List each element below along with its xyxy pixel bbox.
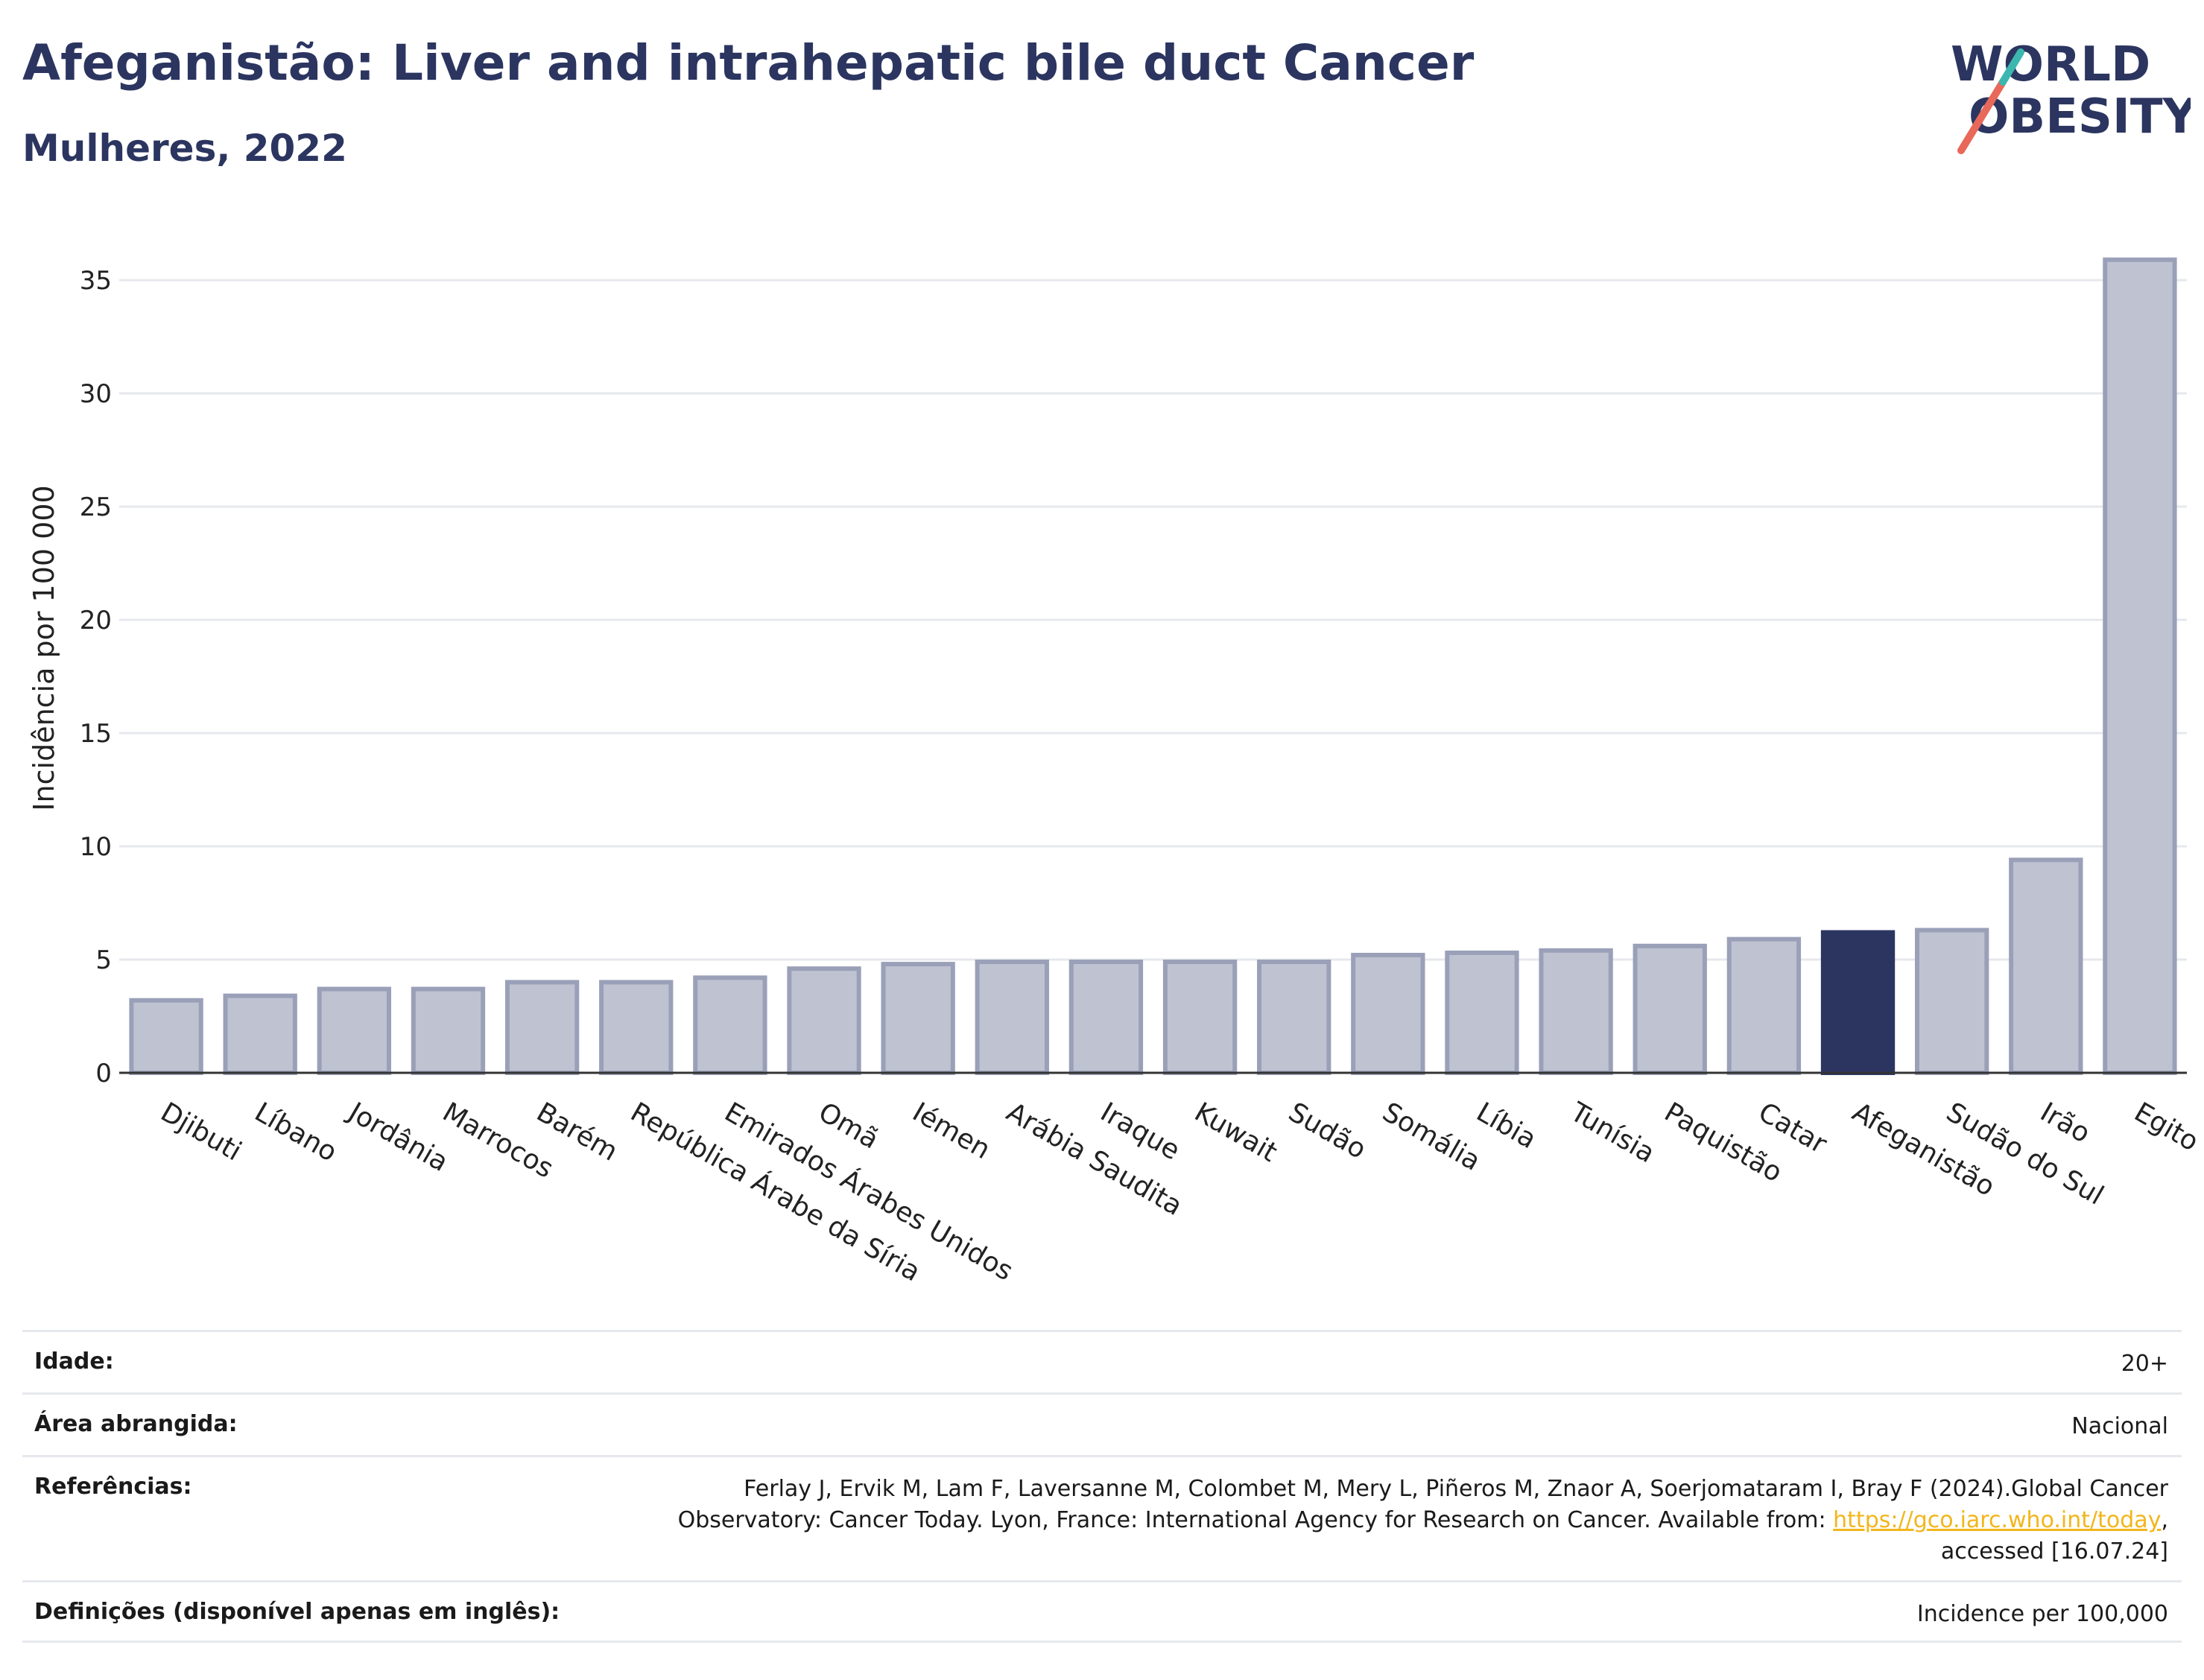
meta-row-area: Área abrangida: Nacional: [22, 1392, 2182, 1455]
bar[interactable]: [2009, 858, 2083, 1075]
bar[interactable]: [1633, 943, 1707, 1076]
x-tick-label: Kuwait: [1189, 1097, 1282, 1168]
bar[interactable]: [1351, 952, 1425, 1076]
logo-line-1: WORLD: [1951, 37, 2150, 92]
age-label: Idade:: [34, 1348, 114, 1375]
references-value: Ferlay J, Ervik M, Lam F, Laversanne M, …: [678, 1474, 2168, 1568]
x-tick-label: Iémen: [908, 1097, 995, 1165]
chart-subtitle: Mulheres, 2022: [22, 127, 347, 170]
bar[interactable]: [881, 962, 955, 1075]
metadata-table: Idade: 20+ Área abrangida: Nacional Refe…: [22, 1330, 2182, 1643]
x-tick-label: Egito: [2129, 1097, 2203, 1157]
y-axis-label: Incidência por 100 000: [28, 485, 60, 811]
bar[interactable]: [411, 986, 486, 1076]
bar[interactable]: [129, 998, 203, 1075]
meta-row-references: Referências: Ferlay J, Ervik M, Lam F, L…: [22, 1455, 2182, 1580]
references-line-2-end: ,: [2161, 1507, 2168, 1533]
bar[interactable]: [1162, 960, 1238, 1076]
y-axis-ticks: 0 5 10 15 20 25 30 35: [80, 266, 112, 1088]
area-label: Área abrangida:: [34, 1411, 238, 1437]
x-tick-label: Líbia: [1471, 1097, 1541, 1155]
area-value: Nacional: [2071, 1413, 2168, 1439]
world-obesity-logo: WORLD OBESITY: [1951, 37, 2191, 154]
bar[interactable]: [1068, 960, 1144, 1076]
x-tick-label: Sudão do Sul: [1941, 1097, 2109, 1211]
x-tick-label: Tunísia: [1565, 1097, 1660, 1169]
y-tick-label: 35: [80, 266, 112, 296]
x-tick-label: Omã: [814, 1097, 884, 1155]
bar[interactable]: [1726, 936, 1802, 1076]
references-link[interactable]: https://gco.iarc.who.int/today: [1833, 1507, 2162, 1533]
bar[interactable]: [2103, 257, 2177, 1075]
bar[interactable]: [504, 980, 580, 1076]
logo-slash-teal: [1999, 48, 2024, 86]
bar[interactable]: [693, 975, 767, 1075]
age-value: 20+: [2121, 1351, 2168, 1377]
bar[interactable]: [1539, 948, 1613, 1075]
bar[interactable]: [599, 980, 674, 1076]
x-tick-label: Irão: [2035, 1097, 2095, 1149]
x-tick-label: Somália: [1377, 1097, 1485, 1177]
y-tick-label: 25: [80, 492, 112, 522]
y-tick-label: 5: [95, 945, 112, 975]
x-tick-label: Líbano: [250, 1097, 342, 1167]
bar[interactable]: [787, 966, 861, 1076]
logo-line-2: OBESITY: [1969, 89, 2191, 145]
bar[interactable]: [223, 993, 297, 1076]
bar[interactable]: [975, 960, 1049, 1076]
y-tick-label: 10: [80, 832, 112, 862]
y-tick-label: 15: [80, 719, 112, 749]
references-label: Referências:: [34, 1474, 192, 1500]
definitions-label: Definições (disponível apenas em inglês)…: [34, 1599, 560, 1625]
meta-row-definitions: Definições (disponível apenas em inglês)…: [22, 1580, 2182, 1643]
y-tick-label: 20: [80, 606, 112, 635]
x-tick-label: Sudão: [1283, 1097, 1371, 1165]
x-tick-label: Djibuti: [156, 1097, 247, 1167]
bars: [129, 257, 2177, 1076]
bar[interactable]: [1445, 950, 1519, 1075]
references-line-2: Observatory: Cancer Today. Lyon, France:…: [677, 1507, 1834, 1533]
y-tick-label: 0: [95, 1059, 112, 1088]
bar[interactable]: [1257, 960, 1331, 1076]
grid-lines: [119, 279, 2187, 961]
definitions-value: Incidence per 100,000: [1916, 1601, 2168, 1627]
logo-slash-coral: [1957, 78, 2007, 154]
x-tick-label: Jordânia: [342, 1096, 453, 1178]
bar[interactable]: [1914, 928, 1989, 1075]
y-tick-label: 30: [80, 379, 112, 409]
references-line-3: accessed [16.07.24]: [1940, 1538, 2168, 1565]
references-line-1: Ferlay J, Ervik M, Lam F, Laversanne M, …: [744, 1476, 2168, 1502]
meta-row-age: Idade: 20+: [22, 1330, 2182, 1392]
bar-chart: 0 5 10 15 20 25 30 35 Djibuti Líbano JordâniaMarr…: [28, 257, 2204, 1287]
bar-highlight[interactable]: [1820, 930, 1896, 1076]
chart-title: Afeganistão: Liver and intrahepatic bile…: [22, 34, 1475, 92]
bar[interactable]: [317, 986, 392, 1076]
